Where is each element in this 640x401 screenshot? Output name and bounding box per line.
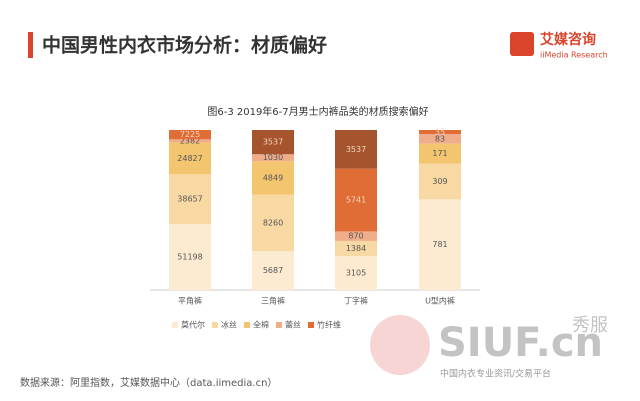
header-title: 中国男性内衣市场分析：材质偏好 [42,34,327,57]
data-label: 2382 [180,136,200,145]
bar-segment [252,161,294,195]
logo-sub: iiMedia Research [540,51,608,60]
bar-segment [169,139,211,143]
bar-segment [335,168,377,232]
header-accent [28,32,33,58]
x-tick-label: 丁字裤 [344,296,368,306]
bar-segment [419,130,461,135]
legend-label: 莫代尔 [181,320,205,330]
bar-segment [169,224,211,290]
chart-title: 图6-3 2019年6-7月男士内裤品类的材质搜索偏好 [207,105,428,118]
bar-segment [252,194,294,252]
bar-segment [335,256,377,290]
bar-segment [419,134,461,144]
bar-segment [252,251,294,290]
bar-segment [252,154,294,162]
bar-segment [419,143,461,164]
legend-swatch [308,322,314,328]
bar-segment [335,130,377,169]
bar-segment [335,231,377,241]
bar-segment [252,130,294,155]
x-tick-label: U型内裤 [425,296,455,306]
bar-segment [419,163,461,200]
legend-label: 竹纤维 [317,320,341,330]
bar-segment [169,130,211,140]
data-label: 781 [432,240,447,249]
data-label: 171 [432,149,447,158]
logo-icon [510,32,534,56]
legend-label: 蕾丝 [285,320,301,330]
data-label: 3105 [346,269,366,278]
logo-name: 艾媒咨询 [540,31,596,48]
data-label: 4849 [263,173,283,182]
legend-swatch [276,322,282,328]
data-label: 38657 [177,195,202,204]
data-label: 8260 [263,218,283,227]
data-label: 3537 [263,138,283,147]
data-label: 5741 [346,196,366,205]
data-label: 309 [432,177,447,186]
legend-swatch [212,322,218,328]
bar-segment [335,240,377,257]
bar-segment [169,142,211,175]
data-label: 5687 [263,266,283,275]
data-label: 83 [435,134,445,143]
legend-label: 全棉 [253,320,269,330]
watermark-tagline: 中国内衣专业资讯/交易平台 [440,368,551,380]
watermark-brand: SIUF.cn [438,320,603,366]
data-label: 1384 [346,244,366,253]
data-label: 870 [348,232,363,241]
legend-label: 冰丝 [221,320,237,330]
bar-segment [169,174,211,225]
x-tick-label: 平角裤 [178,296,202,306]
x-tick-label: 三角裤 [261,296,285,306]
data-label: 7225 [180,130,200,139]
data-label: 24827 [177,154,202,163]
legend-swatch [244,322,250,328]
data-label: 3537 [346,145,366,154]
watermark-cn: 秀服 [572,315,608,336]
bar-segment [419,199,461,290]
watermark-icon [370,315,430,375]
data-label: 1030 [263,153,283,162]
data-label: 51198 [177,253,202,262]
data-label: 35 [435,128,445,137]
source: 数据来源：阿里指数，艾媒数据中心（data.iimedia.cn） [20,376,277,389]
legend-swatch [172,322,178,328]
